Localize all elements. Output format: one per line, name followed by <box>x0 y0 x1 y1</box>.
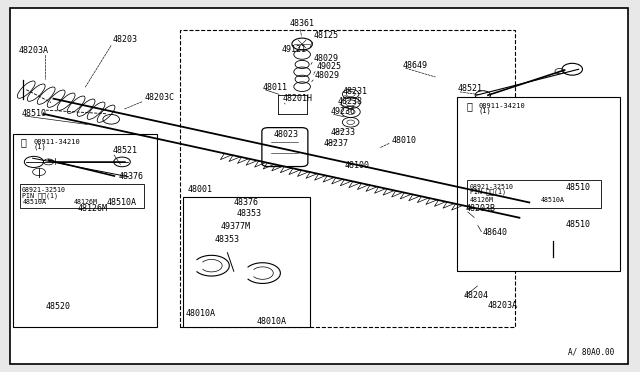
Text: 48010: 48010 <box>392 136 417 145</box>
Text: 48125: 48125 <box>314 31 339 41</box>
Text: 48126M: 48126M <box>77 204 108 213</box>
Text: 48510: 48510 <box>566 221 591 230</box>
Text: 48521: 48521 <box>458 84 483 93</box>
Text: 48510: 48510 <box>566 183 591 192</box>
Text: 48029: 48029 <box>314 54 339 62</box>
Text: 08911-34210: 08911-34210 <box>478 103 525 109</box>
Text: 48010A: 48010A <box>256 317 286 326</box>
FancyBboxPatch shape <box>182 197 310 327</box>
Text: 48237: 48237 <box>323 139 348 148</box>
Text: 48520: 48520 <box>45 302 70 311</box>
Text: A/ 80A0.00: A/ 80A0.00 <box>568 347 614 356</box>
FancyBboxPatch shape <box>458 97 620 271</box>
Text: ⓝ: ⓝ <box>467 101 472 111</box>
Text: 48126M: 48126M <box>74 199 98 205</box>
Text: 49236: 49236 <box>331 108 356 116</box>
FancyBboxPatch shape <box>467 180 601 208</box>
Text: 48510: 48510 <box>22 109 47 118</box>
Text: PIN ピン(1): PIN ピン(1) <box>22 192 58 199</box>
FancyBboxPatch shape <box>20 184 145 208</box>
Text: 48376: 48376 <box>119 172 144 181</box>
Text: 48510A: 48510A <box>106 198 136 207</box>
Text: 08921-32510: 08921-32510 <box>470 184 514 190</box>
Text: 48203C: 48203C <box>145 93 174 102</box>
Text: 49121: 49121 <box>282 45 307 54</box>
Text: 48023: 48023 <box>274 130 299 140</box>
Text: 48353: 48353 <box>237 209 262 218</box>
Text: 48203B: 48203B <box>466 204 495 213</box>
Text: 48204: 48204 <box>464 291 489 300</box>
Text: 49377M: 49377M <box>221 222 251 231</box>
Text: 48353: 48353 <box>214 235 239 244</box>
Text: 48510A: 48510A <box>540 197 564 203</box>
Text: 48029: 48029 <box>315 71 340 80</box>
Text: 48100: 48100 <box>344 161 369 170</box>
Text: 49025: 49025 <box>317 62 342 71</box>
Text: 08911-34210: 08911-34210 <box>34 139 81 145</box>
Text: 48376: 48376 <box>234 198 259 207</box>
Text: 48231: 48231 <box>342 87 367 96</box>
Text: (1): (1) <box>478 108 491 114</box>
Text: 48126M: 48126M <box>470 197 494 203</box>
Text: 48238: 48238 <box>337 97 362 106</box>
Text: 48640: 48640 <box>483 228 508 237</box>
Text: 48233: 48233 <box>331 128 356 137</box>
FancyBboxPatch shape <box>13 134 157 327</box>
Text: ⓝ: ⓝ <box>20 137 27 147</box>
Text: 48510A: 48510A <box>23 199 47 205</box>
Text: 48011: 48011 <box>262 83 287 92</box>
Text: 08921-32510: 08921-32510 <box>22 187 66 193</box>
Text: 48361: 48361 <box>289 19 314 28</box>
Text: 48203A: 48203A <box>488 301 518 310</box>
Text: 48521: 48521 <box>113 146 138 155</box>
FancyBboxPatch shape <box>10 8 628 364</box>
Text: 48201H: 48201H <box>283 94 313 103</box>
Text: 48203A: 48203A <box>19 46 49 55</box>
Text: (1): (1) <box>34 144 47 150</box>
Text: 48649: 48649 <box>403 61 428 70</box>
FancyBboxPatch shape <box>262 128 308 167</box>
Text: 48203: 48203 <box>113 35 138 44</box>
Text: 48010A: 48010A <box>186 310 216 318</box>
Text: PIN ピン(1): PIN ピン(1) <box>470 189 506 195</box>
Text: 48001: 48001 <box>188 185 213 194</box>
